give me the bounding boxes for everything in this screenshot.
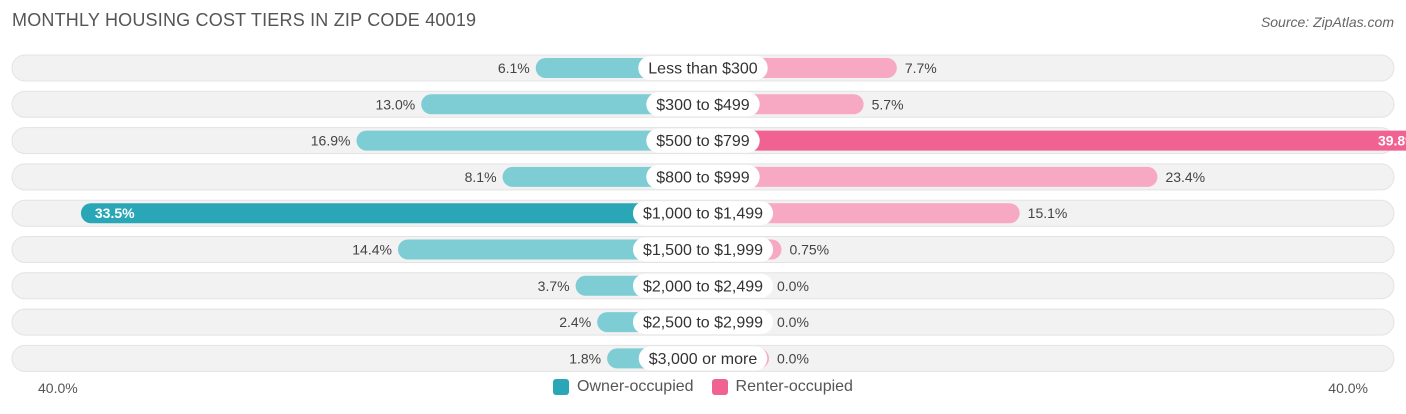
category-label: Less than $300 <box>648 61 758 78</box>
category-pill <box>646 92 760 117</box>
axis-left-label: 40.0% <box>38 380 78 396</box>
category-label: $2,500 to $2,999 <box>643 315 763 332</box>
owner-value-label: 13.0% <box>375 96 415 112</box>
owner-value-label: 3.7% <box>538 278 570 294</box>
renter-value-label: 5.7% <box>872 96 904 112</box>
owner-value-label: 6.1% <box>498 60 530 76</box>
owner-bar <box>80 203 703 224</box>
renter-bar <box>703 166 1158 187</box>
renter-value-label: 0.75% <box>789 242 829 258</box>
category-label: $500 to $799 <box>656 133 750 150</box>
owner-value-label: 8.1% <box>465 169 497 185</box>
owner-swatch <box>553 379 570 395</box>
category-label: $1,000 to $1,499 <box>643 206 763 223</box>
renter-value-label: 0.0% <box>777 350 809 366</box>
chart-title: MONTHLY HOUSING COST TIERS IN ZIP CODE 4… <box>12 10 477 30</box>
renter-swatch <box>711 379 728 395</box>
category-pill <box>632 237 774 262</box>
legend: Owner-occupied Renter-occupied <box>0 378 1406 396</box>
owner-value-label: 1.8% <box>569 350 601 366</box>
category-pill <box>646 128 760 153</box>
category-label: $3,000 or more <box>649 351 758 368</box>
category-pill <box>632 273 774 298</box>
category-pill <box>638 346 768 371</box>
renter-value-label: 7.7% <box>905 60 937 76</box>
renter-bar <box>703 130 1406 151</box>
category-pill <box>638 56 768 80</box>
renter-bar <box>703 203 1020 224</box>
owner-value-label: 2.4% <box>559 314 591 330</box>
category-label: $800 to $999 <box>656 169 750 186</box>
legend-item-renter: Renter-occupied <box>711 378 853 396</box>
category-pill <box>632 201 774 226</box>
renter-value-label: 0.0% <box>777 278 809 294</box>
legend-item-owner: Owner-occupied <box>553 378 694 396</box>
category-label: $2,000 to $2,499 <box>643 278 763 295</box>
owner-value-label: 16.9% <box>311 133 351 149</box>
owner-value-label: 14.4% <box>352 242 392 258</box>
source-label: Source: ZipAtlas.com <box>1260 14 1394 30</box>
owner-bar <box>397 239 703 260</box>
owner-bar <box>356 130 703 151</box>
renter-value-label: 15.1% <box>1028 205 1068 221</box>
axis-right-label: 40.0% <box>1328 380 1368 396</box>
renter-value-label: 39.8% <box>1378 133 1406 149</box>
owner-bar <box>421 94 703 115</box>
legend-renter-label: Renter-occupied <box>735 378 853 395</box>
category-pill <box>646 164 760 189</box>
renter-value-label: 23.4% <box>1165 169 1205 185</box>
category-pill <box>632 310 774 335</box>
owner-value-label: 33.5% <box>95 205 135 221</box>
renter-value-label: 0.0% <box>777 314 809 330</box>
category-label: $1,500 to $1,999 <box>643 242 763 259</box>
legend-owner-label: Owner-occupied <box>577 378 694 395</box>
category-label: $300 to $499 <box>656 97 750 114</box>
